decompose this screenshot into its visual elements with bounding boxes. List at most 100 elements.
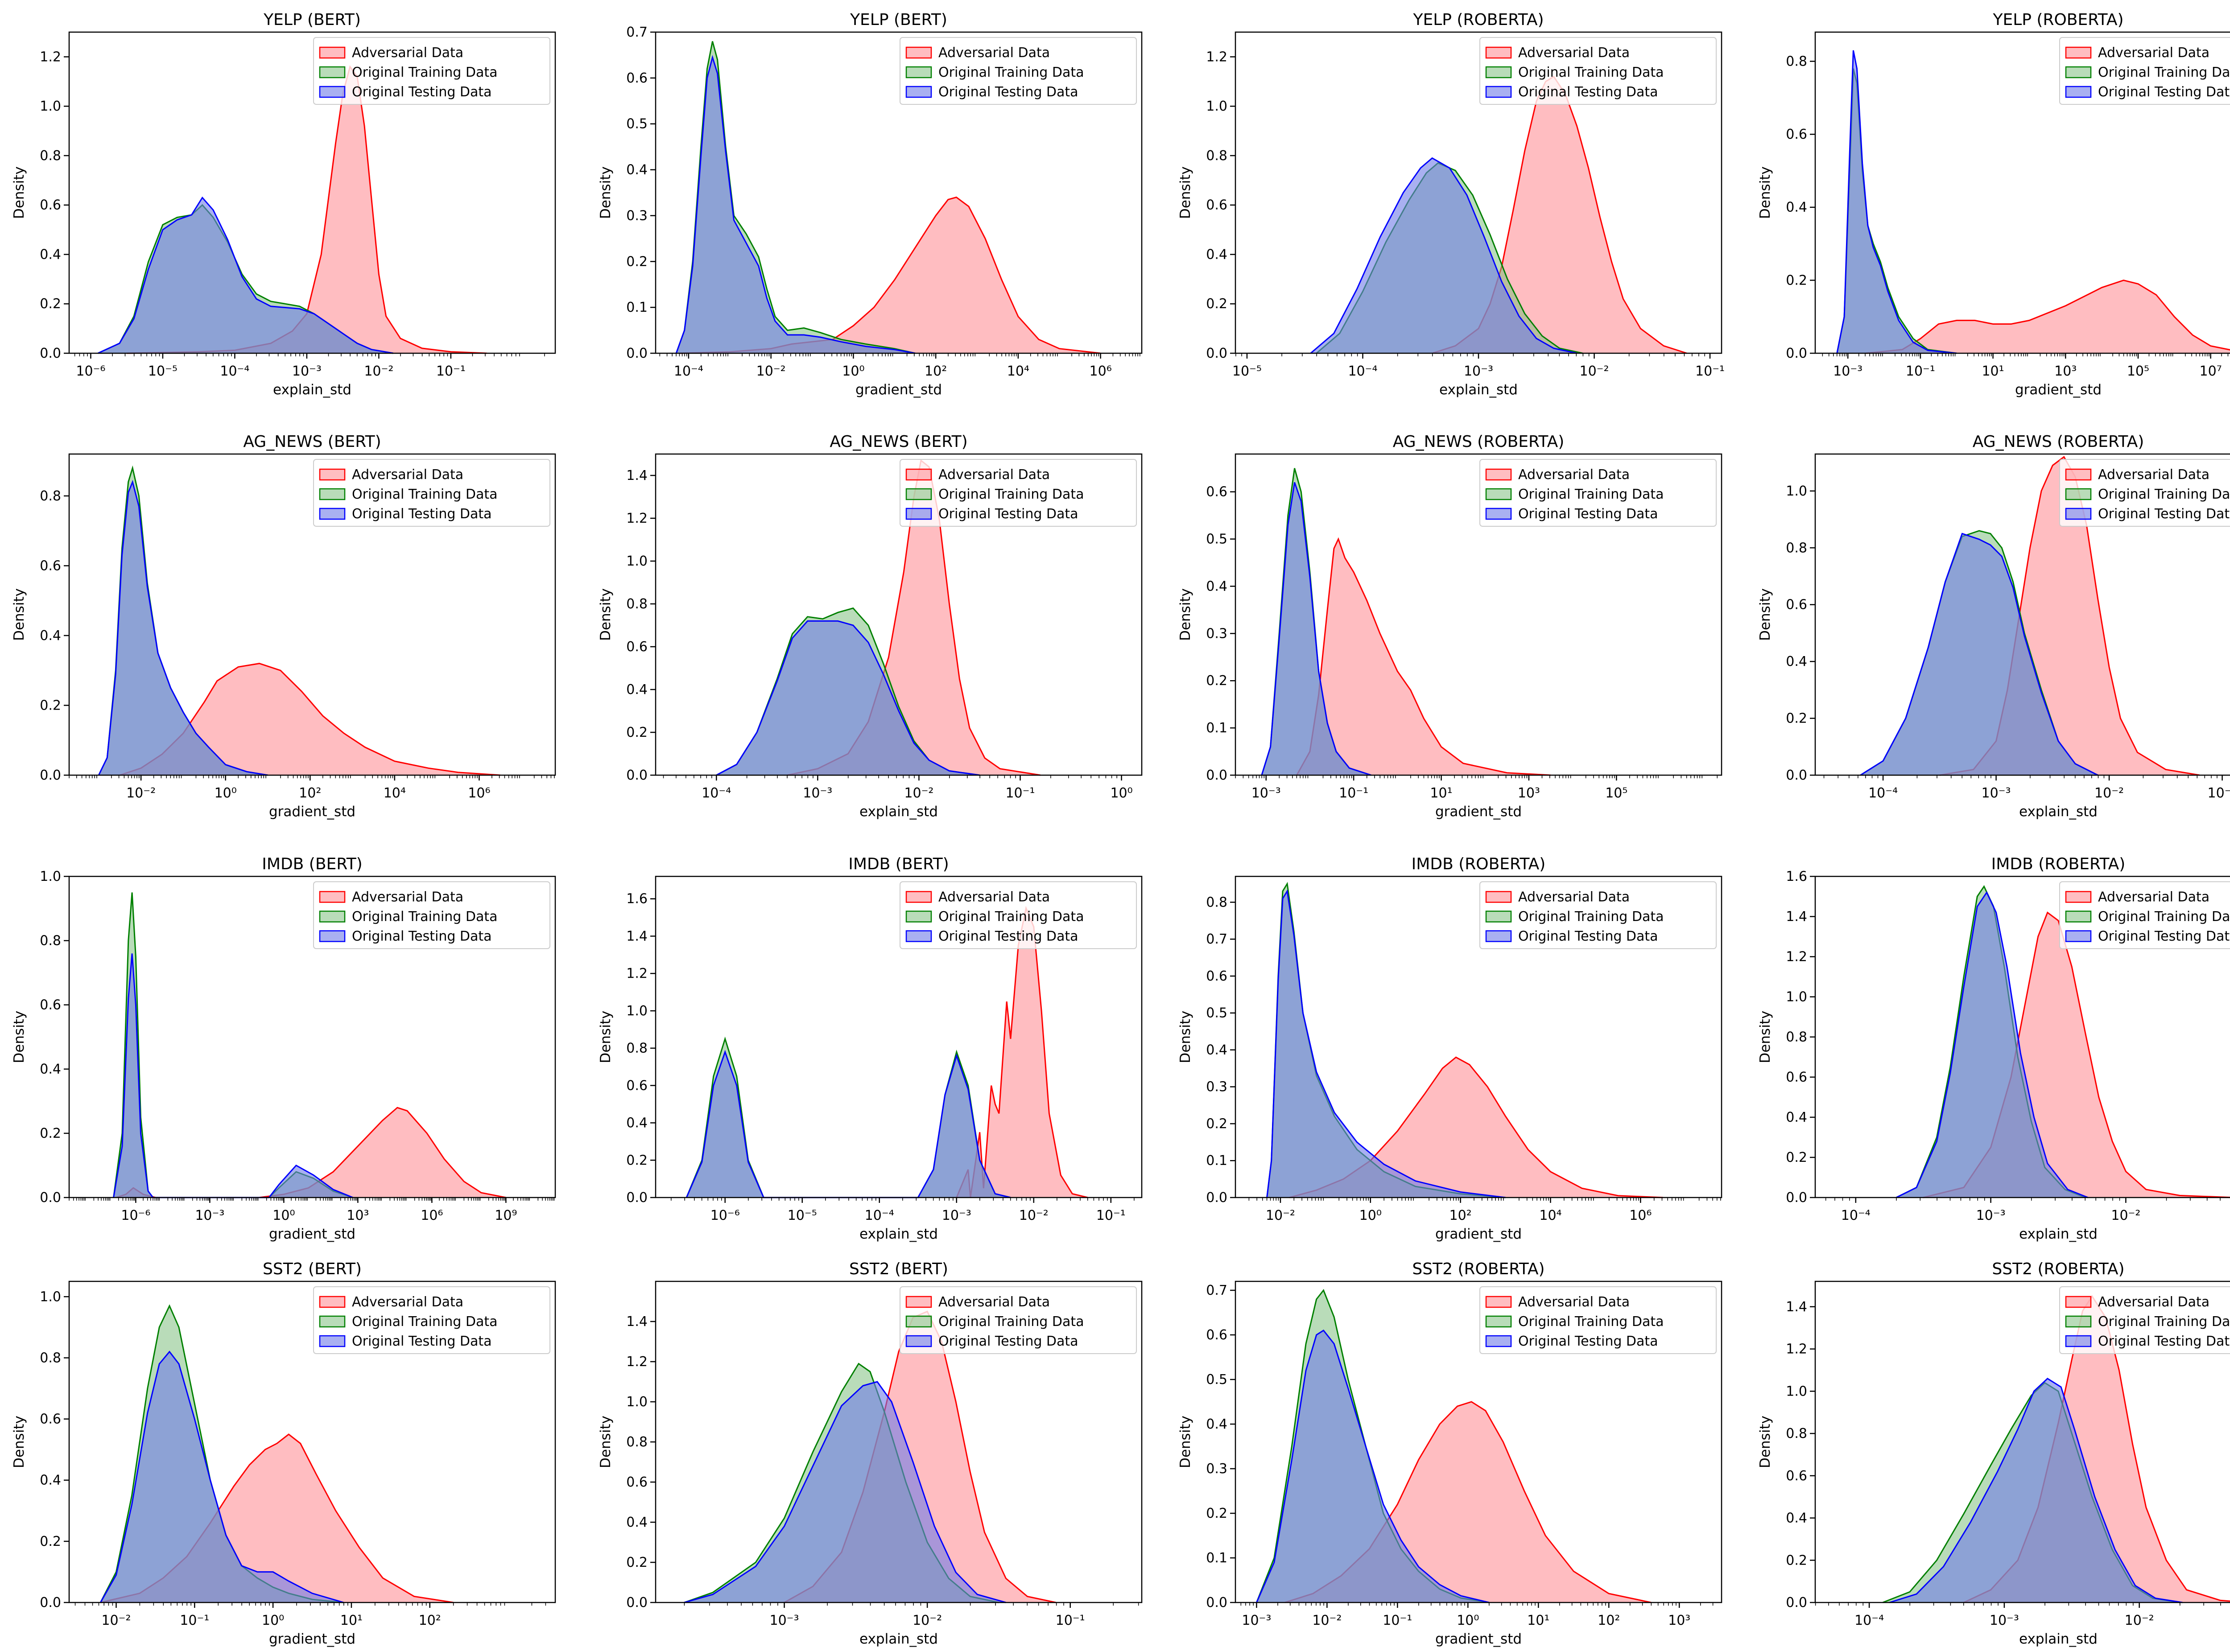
y-tick-label: 0.4 [40, 247, 61, 262]
x-tick-label: 10⁻³ [1464, 363, 1493, 379]
y-tick-label: 0.6 [626, 1078, 648, 1094]
series-adversarial-area [1866, 280, 2230, 353]
series-adversarial-area [116, 1107, 506, 1198]
legend-swatch-testing [1485, 86, 1512, 98]
legend-swatch-testing [2065, 930, 2092, 942]
series-testing-area [676, 57, 915, 354]
legend-swatch-testing [1485, 1335, 1512, 1347]
x-tick-label: 10⁻² [1019, 1208, 1049, 1223]
series-testing-area [1860, 533, 2098, 775]
y-tick-label: 0.4 [40, 628, 61, 644]
y-tick-label: 0.2 [626, 1152, 648, 1168]
y-tick-label: 0.5 [626, 116, 648, 132]
legend-label-adversarial: Adversarial Data [938, 467, 1050, 483]
series-testing-line [684, 1381, 1006, 1603]
y-tick-label: 0.0 [40, 1595, 61, 1611]
y-tick-label: 1.0 [626, 1003, 648, 1019]
x-tick-label: 10³ [2054, 363, 2077, 379]
subplot-10: 10⁻⁶ 10⁻⁵ 10⁻⁴ 10⁻³ 10⁻² 10⁻¹ 0.0 0.2 0.4 0.6 0.8 1… [598, 855, 1143, 1242]
legend: Adversarial Data Original Training Data Or… [313, 881, 550, 949]
y-tick-label: 0.6 [1206, 968, 1227, 984]
legend-box [900, 37, 1137, 105]
legend: Adversarial Data Original Training Data Or… [900, 881, 1137, 949]
x-tick-label: 10⁰ [842, 363, 864, 379]
legend-label-training: Original Training Data [2098, 487, 2230, 502]
y-tick-label: 0.2 [626, 1555, 648, 1570]
series-adversarial-area [1289, 1057, 1663, 1198]
legend-swatch-training [319, 910, 346, 923]
legend: Adversarial Data Original Training Data Or… [2059, 459, 2230, 527]
y-tick-label: 0.1 [626, 300, 648, 315]
series-testing-line [1266, 889, 1506, 1198]
y-tick-label: 0.8 [1206, 148, 1227, 164]
x-tick-label: 10⁻¹ [1056, 1613, 1085, 1628]
y-axis-label: Density [1757, 1011, 1773, 1063]
x-tick-label: 10⁴ [384, 785, 406, 801]
legend-box [1479, 881, 1717, 949]
legend-label-testing: Original Testing Data [352, 506, 492, 522]
legend-box [900, 881, 1137, 949]
y-axis-label: Density [1177, 588, 1193, 641]
legend-label-testing: Original Testing Data [938, 1334, 1078, 1349]
legend-swatch-testing [319, 86, 346, 98]
y-tick-label: 0.6 [1786, 1070, 1807, 1085]
legend-box [2059, 37, 2230, 105]
y-tick-label: 0.0 [1206, 1595, 1227, 1611]
x-axis-label: gradient_std [269, 1226, 355, 1242]
subplot-6: 10⁻⁴ 10⁻³ 10⁻² 10⁻¹ 10⁰ 0.0 0.2 0.4 0.6 0.8 1.0 1.2… [598, 433, 1143, 820]
y-axis-label: Density [598, 1416, 614, 1468]
y-tick-label: 0.4 [1786, 654, 1807, 669]
x-tick-label: 10¹ [340, 1613, 363, 1628]
legend-box [2059, 881, 2230, 949]
x-tick-label: 10⁻⁵ [788, 1208, 817, 1223]
legend-swatch-adversarial [905, 468, 932, 481]
x-tick-label: 10⁻⁴ [220, 363, 249, 379]
series-testing-line [99, 1351, 344, 1603]
y-tick-label: 0.6 [40, 1412, 61, 1427]
x-tick-label: 10⁻³ [1990, 1613, 2019, 1628]
legend-label-testing: Original Testing Data [1518, 506, 1658, 522]
y-tick-label: 0.0 [40, 346, 61, 361]
series-testing-area [98, 198, 393, 353]
x-tick-label: 10⁻³ [1982, 785, 2011, 801]
x-tick-label: 10³ [1518, 785, 1540, 801]
legend-label-testing: Original Testing Data [2098, 84, 2230, 100]
x-tick-label: 10² [419, 1613, 441, 1628]
x-tick-label: 10² [299, 785, 321, 801]
y-tick-label: 0.6 [40, 558, 61, 574]
legend-swatch-training [905, 66, 932, 78]
y-tick-label: 0.0 [1786, 768, 1807, 783]
y-tick-label: 0.6 [40, 198, 61, 213]
series-testing-area [113, 953, 353, 1198]
x-tick-label: 10⁻² [1312, 1613, 1342, 1628]
legend-label-adversarial: Adversarial Data [2098, 1294, 2209, 1310]
x-axis-label: explain_std [273, 382, 351, 398]
y-tick-label: 0.7 [626, 25, 648, 40]
y-axis-label: Density [598, 588, 614, 641]
legend-label-training: Original Training Data [2098, 1314, 2230, 1330]
legend: Adversarial Data Original Training Data Or… [2059, 881, 2230, 949]
y-tick-label: 0.8 [1786, 54, 1807, 69]
y-tick-label: 0.4 [1206, 1042, 1227, 1058]
y-tick-label: 0.0 [1786, 346, 1807, 361]
legend: Adversarial Data Original Training Data Or… [900, 1286, 1137, 1354]
legend-label-adversarial: Adversarial Data [352, 1294, 463, 1310]
y-tick-label: 0.4 [626, 682, 648, 698]
legend-label-testing: Original Testing Data [1518, 1334, 1658, 1349]
legend-swatch-testing [2065, 508, 2092, 520]
series-testing-line [716, 620, 980, 776]
subplot-1: 10⁻⁶ 10⁻⁵ 10⁻⁴ 10⁻³ 10⁻² 10⁻¹ 0.0 0.2 0.4 0.6 0.8 1… [11, 11, 556, 398]
x-tick-label: 10⁰ [1457, 1613, 1479, 1628]
x-tick-label: 10⁻⁶ [710, 1208, 740, 1223]
y-axis-label: Density [11, 1416, 27, 1468]
y-tick-label: 0.2 [626, 725, 648, 740]
legend-label-training: Original Training Data [938, 1314, 1084, 1330]
y-tick-label: 0.4 [626, 1515, 648, 1530]
x-axis-label: gradient_std [269, 804, 355, 820]
y-tick-label: 0.0 [626, 768, 648, 783]
legend: Adversarial Data Original Training Data Or… [2059, 37, 2230, 105]
legend-label-adversarial: Adversarial Data [1518, 1294, 1630, 1310]
y-tick-label: 0.6 [1786, 597, 1807, 613]
series-testing-line [98, 479, 268, 776]
series-testing-area [686, 1052, 1011, 1198]
